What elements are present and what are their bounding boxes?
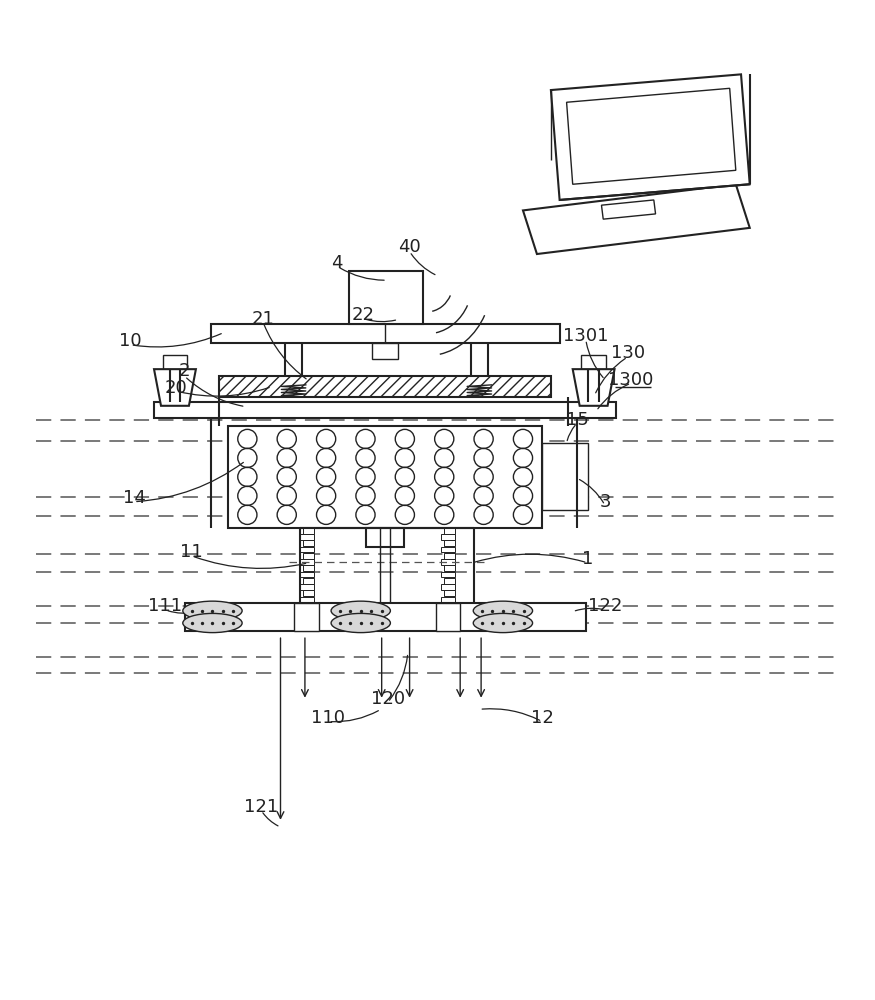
Text: 130: 130 — [611, 344, 645, 362]
Text: 40: 40 — [398, 238, 421, 256]
Bar — [542, 443, 587, 510]
Bar — [441, 534, 455, 540]
Bar — [581, 355, 605, 369]
Polygon shape — [567, 88, 736, 184]
Bar — [444, 590, 455, 596]
Bar — [436, 603, 460, 631]
Polygon shape — [551, 74, 750, 200]
Text: 11: 11 — [180, 543, 203, 561]
Bar — [348, 271, 423, 324]
Bar — [300, 559, 313, 565]
Bar — [300, 597, 313, 602]
Bar — [300, 572, 313, 577]
Bar — [303, 540, 313, 546]
Text: 3: 3 — [599, 493, 611, 511]
Bar — [300, 584, 313, 590]
Ellipse shape — [473, 601, 533, 620]
Text: 20: 20 — [164, 379, 187, 397]
Text: 4: 4 — [332, 254, 343, 272]
Bar — [441, 572, 455, 577]
Text: 22: 22 — [352, 306, 374, 324]
Ellipse shape — [331, 601, 390, 620]
Bar — [303, 528, 313, 534]
Text: 122: 122 — [588, 597, 622, 615]
Text: 1301: 1301 — [563, 327, 608, 345]
Bar — [303, 553, 313, 559]
Text: 12: 12 — [531, 709, 554, 727]
Text: 21: 21 — [252, 310, 275, 328]
Polygon shape — [523, 184, 750, 254]
Bar — [366, 528, 404, 547]
Bar — [163, 355, 187, 369]
Bar — [154, 402, 616, 418]
Text: 15: 15 — [565, 411, 589, 429]
Bar — [211, 324, 560, 343]
Ellipse shape — [183, 613, 242, 633]
Text: 10: 10 — [119, 332, 142, 350]
Bar — [444, 528, 455, 534]
Text: 14: 14 — [123, 489, 145, 507]
Text: 1300: 1300 — [608, 371, 654, 389]
Bar — [441, 547, 455, 552]
Polygon shape — [573, 369, 614, 406]
Bar — [220, 376, 551, 397]
Bar — [228, 426, 542, 528]
Text: 120: 120 — [371, 690, 405, 708]
Bar — [300, 547, 313, 552]
Bar — [303, 565, 313, 571]
Text: 1: 1 — [582, 550, 593, 568]
Polygon shape — [154, 369, 196, 406]
Bar — [295, 603, 318, 631]
Bar — [303, 590, 313, 596]
Text: 121: 121 — [244, 798, 278, 816]
Bar — [444, 540, 455, 546]
Polygon shape — [601, 200, 655, 219]
Bar — [444, 578, 455, 584]
Ellipse shape — [473, 613, 533, 633]
Bar — [441, 559, 455, 565]
Bar — [444, 565, 455, 571]
Bar — [303, 578, 313, 584]
Bar — [441, 597, 455, 602]
Bar — [444, 553, 455, 559]
Bar — [185, 603, 585, 631]
Text: 110: 110 — [312, 709, 346, 727]
Ellipse shape — [331, 613, 390, 633]
Ellipse shape — [183, 601, 242, 620]
Text: 111: 111 — [148, 597, 182, 615]
Bar — [300, 534, 313, 540]
Text: 2: 2 — [178, 362, 190, 380]
Bar — [372, 343, 398, 359]
Bar — [441, 584, 455, 590]
